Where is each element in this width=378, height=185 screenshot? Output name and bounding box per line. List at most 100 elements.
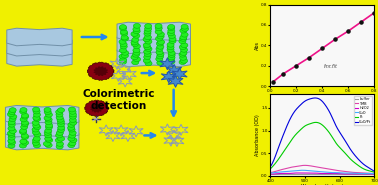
- Circle shape: [132, 60, 139, 65]
- PathPatch shape: [5, 105, 79, 124]
- CuO: [356, 172, 361, 175]
- Circle shape: [10, 114, 17, 119]
- Circle shape: [57, 119, 65, 124]
- Circle shape: [167, 31, 175, 36]
- Circle shape: [119, 48, 127, 53]
- Circle shape: [45, 120, 52, 125]
- Circle shape: [144, 29, 151, 34]
- Polygon shape: [167, 64, 182, 76]
- Circle shape: [44, 130, 51, 135]
- Circle shape: [9, 117, 16, 122]
- Circle shape: [156, 57, 163, 61]
- TMB: [363, 172, 367, 174]
- Circle shape: [33, 143, 40, 148]
- Circle shape: [167, 26, 175, 31]
- Pt: [356, 164, 361, 166]
- X-axis label: Wavelength (nm): Wavelength (nm): [301, 184, 344, 185]
- Circle shape: [119, 54, 126, 59]
- Circle shape: [145, 39, 152, 44]
- Circle shape: [167, 42, 174, 47]
- Circle shape: [9, 129, 16, 134]
- Polygon shape: [90, 104, 103, 113]
- Circle shape: [45, 133, 52, 138]
- Circle shape: [44, 107, 51, 112]
- Circle shape: [121, 35, 128, 40]
- Polygon shape: [93, 66, 108, 76]
- Point: [345, 30, 351, 33]
- H2O2: [372, 173, 376, 175]
- Circle shape: [168, 28, 175, 33]
- Circle shape: [45, 143, 52, 148]
- Pt: [372, 171, 376, 173]
- Circle shape: [180, 36, 187, 41]
- Point: [358, 20, 364, 23]
- Polygon shape: [161, 71, 176, 83]
- Circle shape: [120, 44, 127, 49]
- Circle shape: [46, 138, 53, 143]
- Circle shape: [21, 133, 28, 138]
- CuO/Pt: [330, 117, 335, 119]
- Circle shape: [33, 112, 40, 117]
- Circle shape: [169, 39, 176, 43]
- Circle shape: [181, 43, 188, 48]
- buffer: [268, 173, 273, 175]
- TMB: [372, 172, 376, 175]
- Circle shape: [133, 44, 140, 49]
- Circle shape: [21, 125, 28, 129]
- Circle shape: [168, 51, 175, 56]
- Circle shape: [132, 52, 139, 57]
- Pt: [313, 121, 318, 123]
- Circle shape: [8, 139, 15, 143]
- Circle shape: [119, 39, 126, 44]
- Circle shape: [70, 138, 77, 143]
- TMB: [330, 169, 335, 171]
- Circle shape: [119, 25, 127, 29]
- Circle shape: [157, 44, 164, 49]
- Circle shape: [33, 123, 40, 128]
- Polygon shape: [172, 68, 187, 80]
- Circle shape: [56, 142, 64, 146]
- Circle shape: [157, 34, 164, 39]
- Line: CuO/Pt: CuO/Pt: [270, 98, 374, 171]
- Circle shape: [34, 117, 41, 122]
- Circle shape: [143, 58, 150, 63]
- Circle shape: [22, 135, 28, 139]
- Circle shape: [33, 136, 40, 141]
- CuO: [268, 172, 273, 174]
- buffer: [330, 173, 335, 175]
- Circle shape: [133, 29, 140, 34]
- Circle shape: [131, 55, 138, 60]
- Circle shape: [181, 32, 188, 37]
- H2O2: [268, 173, 273, 175]
- buffer: [356, 173, 361, 175]
- Line: TMB: TMB: [270, 165, 374, 174]
- Circle shape: [132, 37, 139, 42]
- Circle shape: [45, 128, 52, 133]
- Circle shape: [179, 60, 186, 65]
- CuO/Pt: [330, 116, 335, 119]
- Circle shape: [20, 107, 27, 112]
- Circle shape: [179, 39, 186, 44]
- Circle shape: [121, 53, 129, 58]
- Circle shape: [69, 118, 76, 122]
- buffer: [270, 173, 275, 175]
- Circle shape: [19, 143, 26, 148]
- Circle shape: [119, 26, 127, 31]
- Circle shape: [22, 140, 29, 145]
- TMB: [330, 169, 335, 171]
- Circle shape: [169, 37, 176, 41]
- Circle shape: [68, 125, 75, 130]
- Circle shape: [44, 116, 51, 120]
- Circle shape: [121, 31, 128, 36]
- H2O2: [311, 172, 316, 174]
- Point: [332, 38, 338, 41]
- Circle shape: [34, 125, 41, 130]
- CuO: [330, 171, 335, 174]
- Point: [280, 72, 286, 75]
- Circle shape: [144, 35, 152, 40]
- PathPatch shape: [7, 28, 72, 46]
- Circle shape: [181, 24, 188, 29]
- Pt: [363, 168, 367, 171]
- Circle shape: [145, 24, 152, 28]
- Circle shape: [180, 35, 187, 40]
